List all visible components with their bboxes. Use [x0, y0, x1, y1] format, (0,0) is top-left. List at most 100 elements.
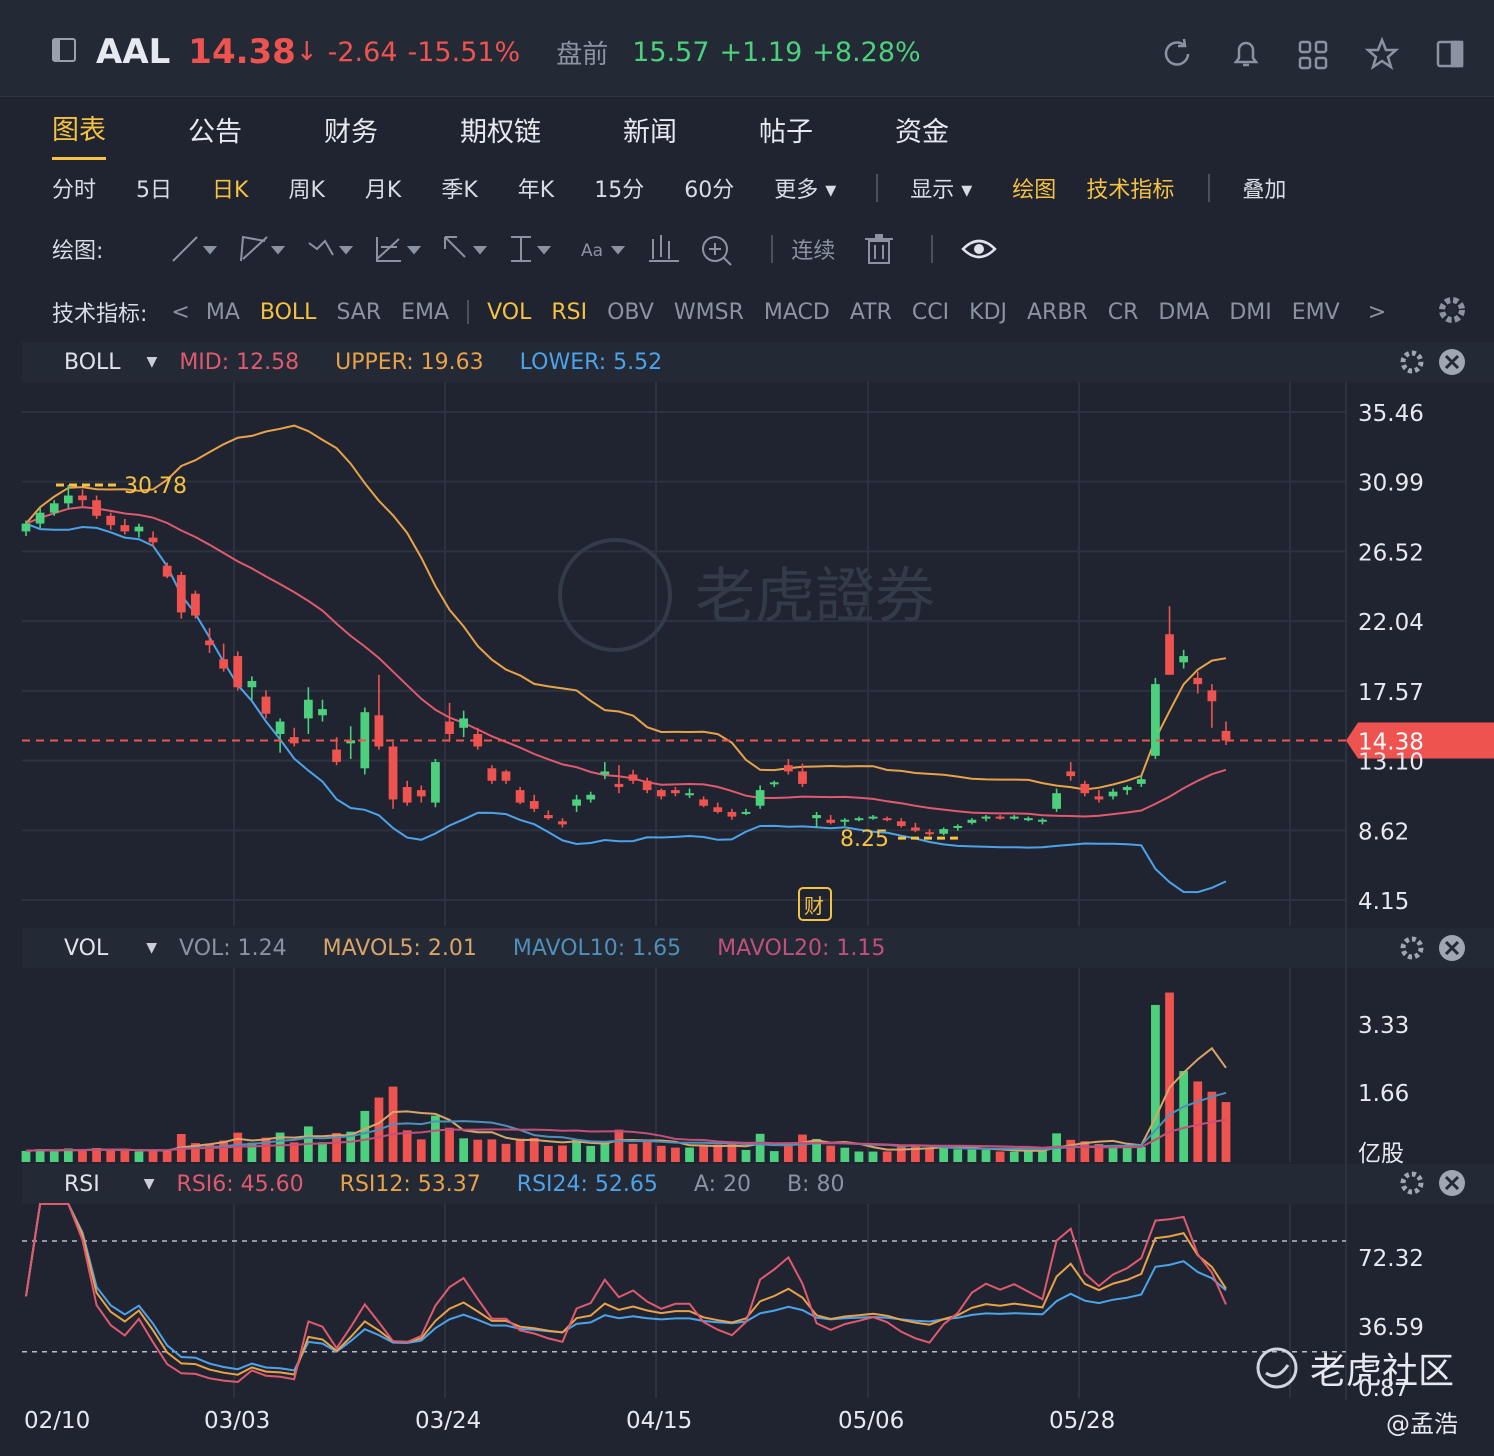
- watermark-logo: 老虎證券: [558, 538, 935, 652]
- ind-atr[interactable]: ATR: [849, 299, 892, 325]
- sidebar-toggle-icon[interactable]: [52, 38, 76, 62]
- star-icon[interactable]: [1364, 36, 1400, 70]
- volume-bar: [812, 1138, 821, 1162]
- premarket-change: +1.19: [719, 36, 803, 68]
- arrow-tool-icon[interactable]: [444, 236, 488, 258]
- ind-cr[interactable]: CR: [1107, 299, 1139, 325]
- tab-news[interactable]: 新闻: [623, 116, 677, 148]
- candle: [543, 810, 553, 820]
- ray-tool-icon[interactable]: [240, 235, 286, 262]
- period-monthly[interactable]: 月K: [364, 178, 402, 203]
- ind-macd[interactable]: MACD: [763, 299, 830, 325]
- line-tool-icon[interactable]: [172, 236, 218, 262]
- header-toolbar: [1164, 36, 1464, 70]
- mavol10-line: [25, 1091, 1227, 1152]
- earnings-badge[interactable]: [798, 887, 832, 921]
- ind-ma[interactable]: MA: [205, 299, 240, 325]
- period-15m[interactable]: 15分: [594, 178, 645, 203]
- candle: [840, 818, 850, 826]
- chevron-down-icon[interactable]: ▼: [143, 1176, 155, 1192]
- chevron-right-icon[interactable]: >: [1367, 299, 1387, 325]
- divider: [931, 235, 934, 263]
- volume-bar: [487, 1139, 497, 1162]
- continuous-toggle[interactable]: 连续: [791, 239, 836, 264]
- period-5d[interactable]: 5日: [136, 178, 173, 203]
- tab-financials[interactable]: 财务: [324, 116, 378, 148]
- measure-tool-icon[interactable]: [511, 236, 552, 262]
- period-more-dropdown[interactable]: 更多 ▾: [774, 178, 837, 203]
- ind-kdj[interactable]: KDJ: [969, 299, 1007, 325]
- trash-icon[interactable]: [859, 229, 899, 269]
- tab-announcements[interactable]: 公告: [188, 116, 242, 148]
- bell-icon[interactable]: [1233, 41, 1259, 67]
- tab-chart[interactable]: 图表: [52, 108, 106, 160]
- bar-tool-icon[interactable]: [649, 235, 680, 262]
- chevron-down-icon[interactable]: ▼: [146, 354, 158, 370]
- ind-boll[interactable]: BOLL: [259, 299, 317, 325]
- text-tool-icon[interactable]: Aa: [581, 241, 603, 261]
- chevron-down-icon[interactable]: ▼: [146, 940, 158, 956]
- candle-body: [332, 749, 341, 763]
- candle: [1080, 780, 1090, 797]
- draw-button[interactable]: 绘图: [1012, 178, 1057, 203]
- panel-icon[interactable]: [1436, 40, 1464, 68]
- tab-capital[interactable]: 资金: [895, 116, 949, 148]
- tab-options[interactable]: 期权链: [460, 116, 541, 148]
- candle-body: [120, 525, 130, 532]
- boll-controls: [1400, 349, 1465, 375]
- candle-body: [1136, 779, 1146, 784]
- volume-bar: [741, 1149, 751, 1162]
- vol-selector[interactable]: VOL: [64, 935, 109, 961]
- fib-tool-icon[interactable]: [376, 237, 422, 262]
- ind-wmsr[interactable]: WMSR: [673, 299, 744, 325]
- ind-ema[interactable]: EMA: [401, 299, 450, 325]
- zoom-icon[interactable]: [693, 229, 753, 269]
- grid-icon[interactable]: [1298, 40, 1328, 70]
- candle-body: [1052, 793, 1061, 809]
- ind-cci[interactable]: CCI: [911, 299, 950, 325]
- overlay-button[interactable]: 叠加: [1242, 178, 1287, 203]
- earnings-badge-label[interactable]: 财: [804, 894, 824, 918]
- candle: [925, 829, 934, 837]
- close-icon[interactable]: [1439, 935, 1465, 961]
- price-tick: 26.52: [1358, 540, 1424, 566]
- ind-dma[interactable]: DMA: [1158, 299, 1210, 325]
- period-daily[interactable]: 日K: [212, 178, 249, 203]
- close-icon[interactable]: [1439, 1170, 1465, 1196]
- boll-selector[interactable]: BOLL: [64, 349, 121, 375]
- ind-vol[interactable]: VOL: [487, 299, 532, 325]
- display-dropdown[interactable]: 显示 ▾: [910, 178, 973, 203]
- ind-emv[interactable]: EMV: [1291, 299, 1340, 325]
- gear-icon[interactable]: [1400, 936, 1424, 960]
- ind-arbr[interactable]: ARBR: [1027, 299, 1088, 325]
- refresh-icon[interactable]: [1164, 38, 1190, 66]
- gear-icon[interactable]: [1400, 350, 1424, 374]
- gear-icon[interactable]: [1400, 1171, 1424, 1195]
- chevron-down-icon[interactable]: [611, 246, 626, 255]
- volume-bar: [416, 1139, 426, 1162]
- chevron-left-icon[interactable]: <: [171, 299, 190, 325]
- tab-posts[interactable]: 帖子: [759, 116, 813, 148]
- close-icon[interactable]: [1439, 349, 1465, 375]
- candle-body: [261, 696, 271, 714]
- wave-tool-icon[interactable]: [308, 239, 354, 256]
- rsi-selector[interactable]: RSI: [64, 1171, 100, 1197]
- period-60m[interactable]: 60分: [684, 178, 735, 203]
- period-yearly[interactable]: 年K: [517, 178, 555, 203]
- volume-bar: [854, 1151, 864, 1162]
- current-price-flag: [1346, 722, 1494, 759]
- ind-sar[interactable]: SAR: [336, 299, 382, 325]
- indicators-button[interactable]: 技术指标: [1086, 178, 1175, 203]
- volume-bar: [360, 1110, 370, 1162]
- ind-dmi[interactable]: DMI: [1229, 299, 1272, 325]
- ind-rsi[interactable]: RSI: [551, 299, 588, 325]
- eye-icon[interactable]: [959, 229, 999, 269]
- candle-body: [558, 821, 567, 825]
- ind-obv[interactable]: OBV: [607, 299, 654, 325]
- period-weekly[interactable]: 周K: [288, 178, 325, 203]
- gear-icon[interactable]: [1434, 292, 1470, 328]
- rsi24: RSI24: 52.65: [516, 1171, 658, 1197]
- period-intraday[interactable]: 分时: [52, 178, 97, 203]
- period-quarterly[interactable]: 季K: [441, 178, 478, 203]
